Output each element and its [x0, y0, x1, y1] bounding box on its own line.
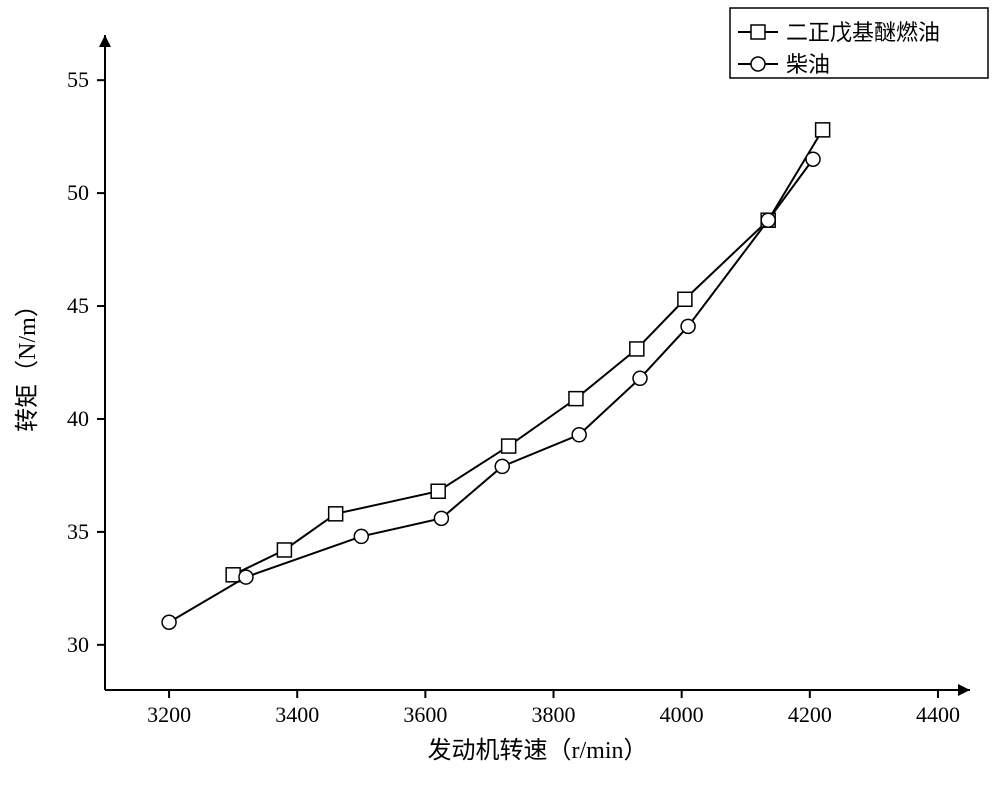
- legend-square-icon: [751, 25, 765, 39]
- chart-container: 3200 3400 3600 3800 4000 4200 4400 30 35 40 45 50 55…: [0, 0, 1000, 790]
- legend-label: 柴油: [786, 52, 830, 77]
- circle-marker: [572, 428, 586, 442]
- circle-marker: [434, 511, 448, 525]
- y-tick-label: 50: [67, 180, 89, 205]
- y-axis-arrow: [99, 35, 111, 47]
- circle-marker: [239, 570, 253, 584]
- circle-marker: [681, 319, 695, 333]
- circle-marker: [162, 615, 176, 629]
- square-marker: [678, 292, 692, 306]
- x-tick-label: 3400: [275, 702, 319, 727]
- square-marker: [431, 484, 445, 498]
- x-axis-arrow: [958, 684, 970, 696]
- x-tick-label: 4400: [916, 702, 960, 727]
- circle-marker: [633, 371, 647, 385]
- y-axis-label: 转矩（N/m）: [14, 293, 41, 432]
- x-tick-label: 3800: [532, 702, 576, 727]
- y-tick-label: 35: [67, 519, 89, 544]
- line-chart: 3200 3400 3600 3800 4000 4200 4400 30 35 40 45 50 55…: [0, 0, 1000, 790]
- x-tick-label: 3600: [403, 702, 447, 727]
- y-tick-label: 30: [67, 632, 89, 657]
- y-tick-label: 40: [67, 406, 89, 431]
- y-tick-label: 55: [67, 67, 89, 92]
- circle-marker: [354, 529, 368, 543]
- square-marker: [277, 543, 291, 557]
- circle-marker: [761, 213, 775, 227]
- circle-marker: [495, 459, 509, 473]
- series-line: [233, 130, 822, 575]
- x-tick-label: 3200: [147, 702, 191, 727]
- x-tick-label: 4200: [788, 702, 832, 727]
- x-axis-label: 发动机转速（r/min）: [428, 737, 648, 764]
- x-tick-label: 4000: [660, 702, 704, 727]
- y-tick-label: 45: [67, 293, 89, 318]
- series-line: [169, 159, 813, 622]
- legend-label: 二正戊基醚燃油: [786, 20, 940, 45]
- square-marker: [329, 507, 343, 521]
- square-marker: [630, 342, 644, 356]
- legend-circle-icon: [751, 57, 765, 71]
- square-marker: [816, 123, 830, 137]
- square-marker: [226, 568, 240, 582]
- square-marker: [502, 439, 516, 453]
- circle-marker: [806, 152, 820, 166]
- square-marker: [569, 392, 583, 406]
